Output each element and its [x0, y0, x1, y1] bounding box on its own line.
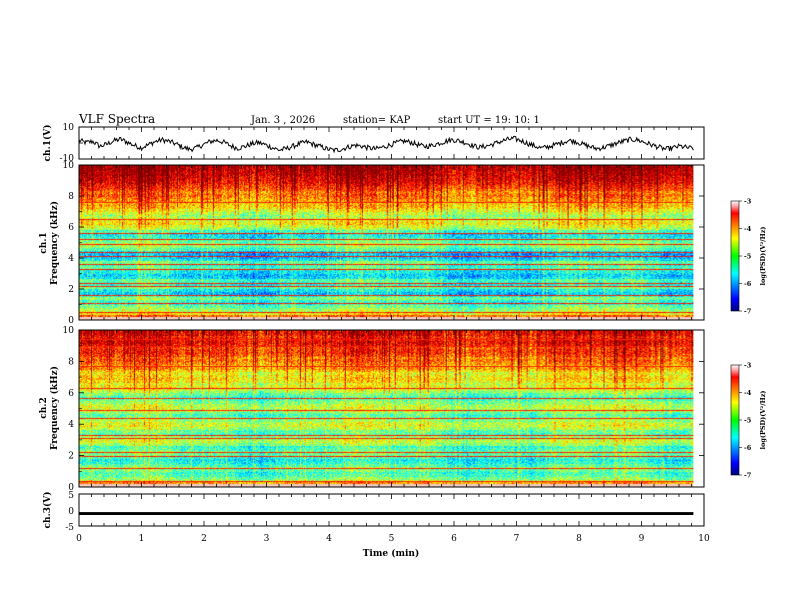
- ch2-spectrogram-ytick-label: 6: [68, 389, 74, 399]
- ch1-ytick-bottom: -10: [60, 154, 75, 164]
- ch1-spectrogram-ytick-label: 10: [63, 161, 75, 171]
- ch1-waveform-trace-group: [78, 135, 694, 154]
- ch1-spectrogram-ytick-label: 6: [68, 223, 74, 233]
- ch2-colorbar: -3 -4 -5 -6 -7 log(PSD)(V²/Hz): [730, 362, 767, 480]
- ch1-spectrogram-ylabel-channel: ch.1: [39, 232, 49, 253]
- ch1-colorbar-tick-label: -5: [744, 253, 752, 261]
- time-tick-label: 10: [698, 534, 710, 544]
- ch2-spectrogram-panel: 0 2 4 6 8 10 ch.2 Frequency (kHz): [39, 326, 705, 493]
- ch1-waveform-bg: [79, 127, 704, 159]
- ch3-ytick-top: 5: [68, 491, 74, 501]
- ch1-spectrogram-ytick-label: 8: [68, 192, 74, 202]
- ch3-ytick-bottom: -5: [65, 523, 74, 533]
- ch1-spectrogram-ytick-label: 2: [68, 285, 74, 295]
- ch1-waveform-ticks: [78, 127, 705, 159]
- ch1-colorbar-ticks: -3 -4 -5 -6 -7: [739, 198, 752, 316]
- time-tick-label: 0: [76, 534, 82, 544]
- time-tick-label: 6: [451, 534, 457, 544]
- ch2-colorbar-tick-label: -7: [744, 472, 751, 480]
- start-time-label: start UT = 19: 10: 1: [438, 115, 540, 126]
- time-axis-label: Time (min): [363, 548, 420, 559]
- ch3-waveform-ylabel: ch.3(V): [42, 492, 53, 529]
- ch2-colorbar-tick-label: -4: [744, 389, 752, 397]
- ch1-colorbar: -3 -4 -5 -6 -7 log(PSD)(V²/Hz): [730, 198, 767, 316]
- time-axis-tick-labels: 0 1 2 3 4 5 6 7 8 9 10: [76, 534, 710, 544]
- ch2-colorbar-ticks: -3 -4 -5 -6 -7: [739, 362, 752, 480]
- time-tick-label: 5: [389, 534, 395, 544]
- ch1-waveform-line: [78, 135, 694, 154]
- ch3-waveform-band: [79, 512, 694, 515]
- ch1-ytick-top: 10: [63, 123, 75, 133]
- ch2-spectrogram-ytick-label: 0: [68, 483, 74, 493]
- time-tick-label: 4: [326, 534, 332, 544]
- ch1-spectrogram-ytick-label: 0: [68, 316, 74, 326]
- ch1-spectrogram-ticks: [78, 164, 705, 321]
- ch1-spectrogram-image: [79, 165, 694, 320]
- station-label: station= KAP: [343, 115, 411, 126]
- ch2-spectrogram-ytick-label: 10: [63, 326, 75, 336]
- ch1-colorbar-tick-label: -4: [744, 225, 752, 233]
- ch1-spectrogram-panel: 0 2 4 6 8 10 ch.1 Frequency (kHz): [39, 161, 705, 326]
- ch1-colorbar-tick-label: -3: [744, 198, 752, 206]
- ch2-spectrogram-ylabel-channel: ch.2: [39, 397, 49, 418]
- time-tick-label: 9: [639, 534, 645, 544]
- ch3-waveform-panel: 5 0 -5 ch.3(V) 0 1 2 3 4 5 6 7 8 9 10 Time (min): [42, 491, 710, 559]
- ch2-spectrogram-ytick-label: 8: [68, 357, 74, 367]
- ch2-spectrogram-image: [79, 330, 694, 487]
- ch3-ytick-mid: 0: [68, 507, 74, 517]
- ch1-colorbar-tick-label: -6: [744, 280, 752, 288]
- ch2-spectrogram-ytick-labels: 0 2 4 6 8 10: [63, 326, 75, 493]
- ch1-colorbar-label: log(PSD)(V²/Hz): [759, 227, 767, 286]
- ch2-spectrogram-ylabel-frequency: Frequency (kHz): [49, 366, 60, 450]
- time-tick-label: 1: [139, 534, 145, 544]
- ch1-colorbar-gradient: [730, 200, 740, 312]
- ch3-waveform-ticks: [78, 494, 705, 526]
- figure-title: VLF Spectra: [78, 112, 155, 126]
- ch1-spectrogram-ytick-labels: 0 2 4 6 8 10: [63, 161, 75, 326]
- ch2-spectrogram-ytick-label: 4: [68, 420, 74, 430]
- time-tick-label: 7: [514, 534, 520, 544]
- ch2-spectrogram-ticks: [78, 329, 705, 488]
- ch2-colorbar-gradient: [730, 364, 740, 476]
- ch3-waveform-bg: [79, 494, 704, 526]
- ch2-colorbar-tick-label: -3: [744, 362, 752, 370]
- ch2-colorbar-tick-label: -5: [744, 417, 752, 425]
- ch1-spectrogram-ytick-label: 4: [68, 254, 74, 264]
- time-tick-label: 3: [264, 534, 270, 544]
- ch1-waveform-ylabel: ch.1(V): [42, 125, 53, 162]
- time-tick-label: 8: [576, 534, 582, 544]
- ch2-spectrogram-ytick-label: 2: [68, 452, 74, 462]
- time-tick-label: 2: [201, 534, 207, 544]
- ch1-spectrogram-ylabel-frequency: Frequency (kHz): [49, 201, 60, 285]
- ch2-colorbar-label: log(PSD)(V²/Hz): [759, 391, 767, 450]
- ch1-waveform-panel: 10 -10 ch.1(V): [42, 123, 705, 164]
- ch1-colorbar-tick-label: -7: [744, 308, 751, 316]
- ch2-colorbar-tick-label: -6: [744, 444, 752, 452]
- date-label: Jan. 3 , 2026: [250, 115, 315, 126]
